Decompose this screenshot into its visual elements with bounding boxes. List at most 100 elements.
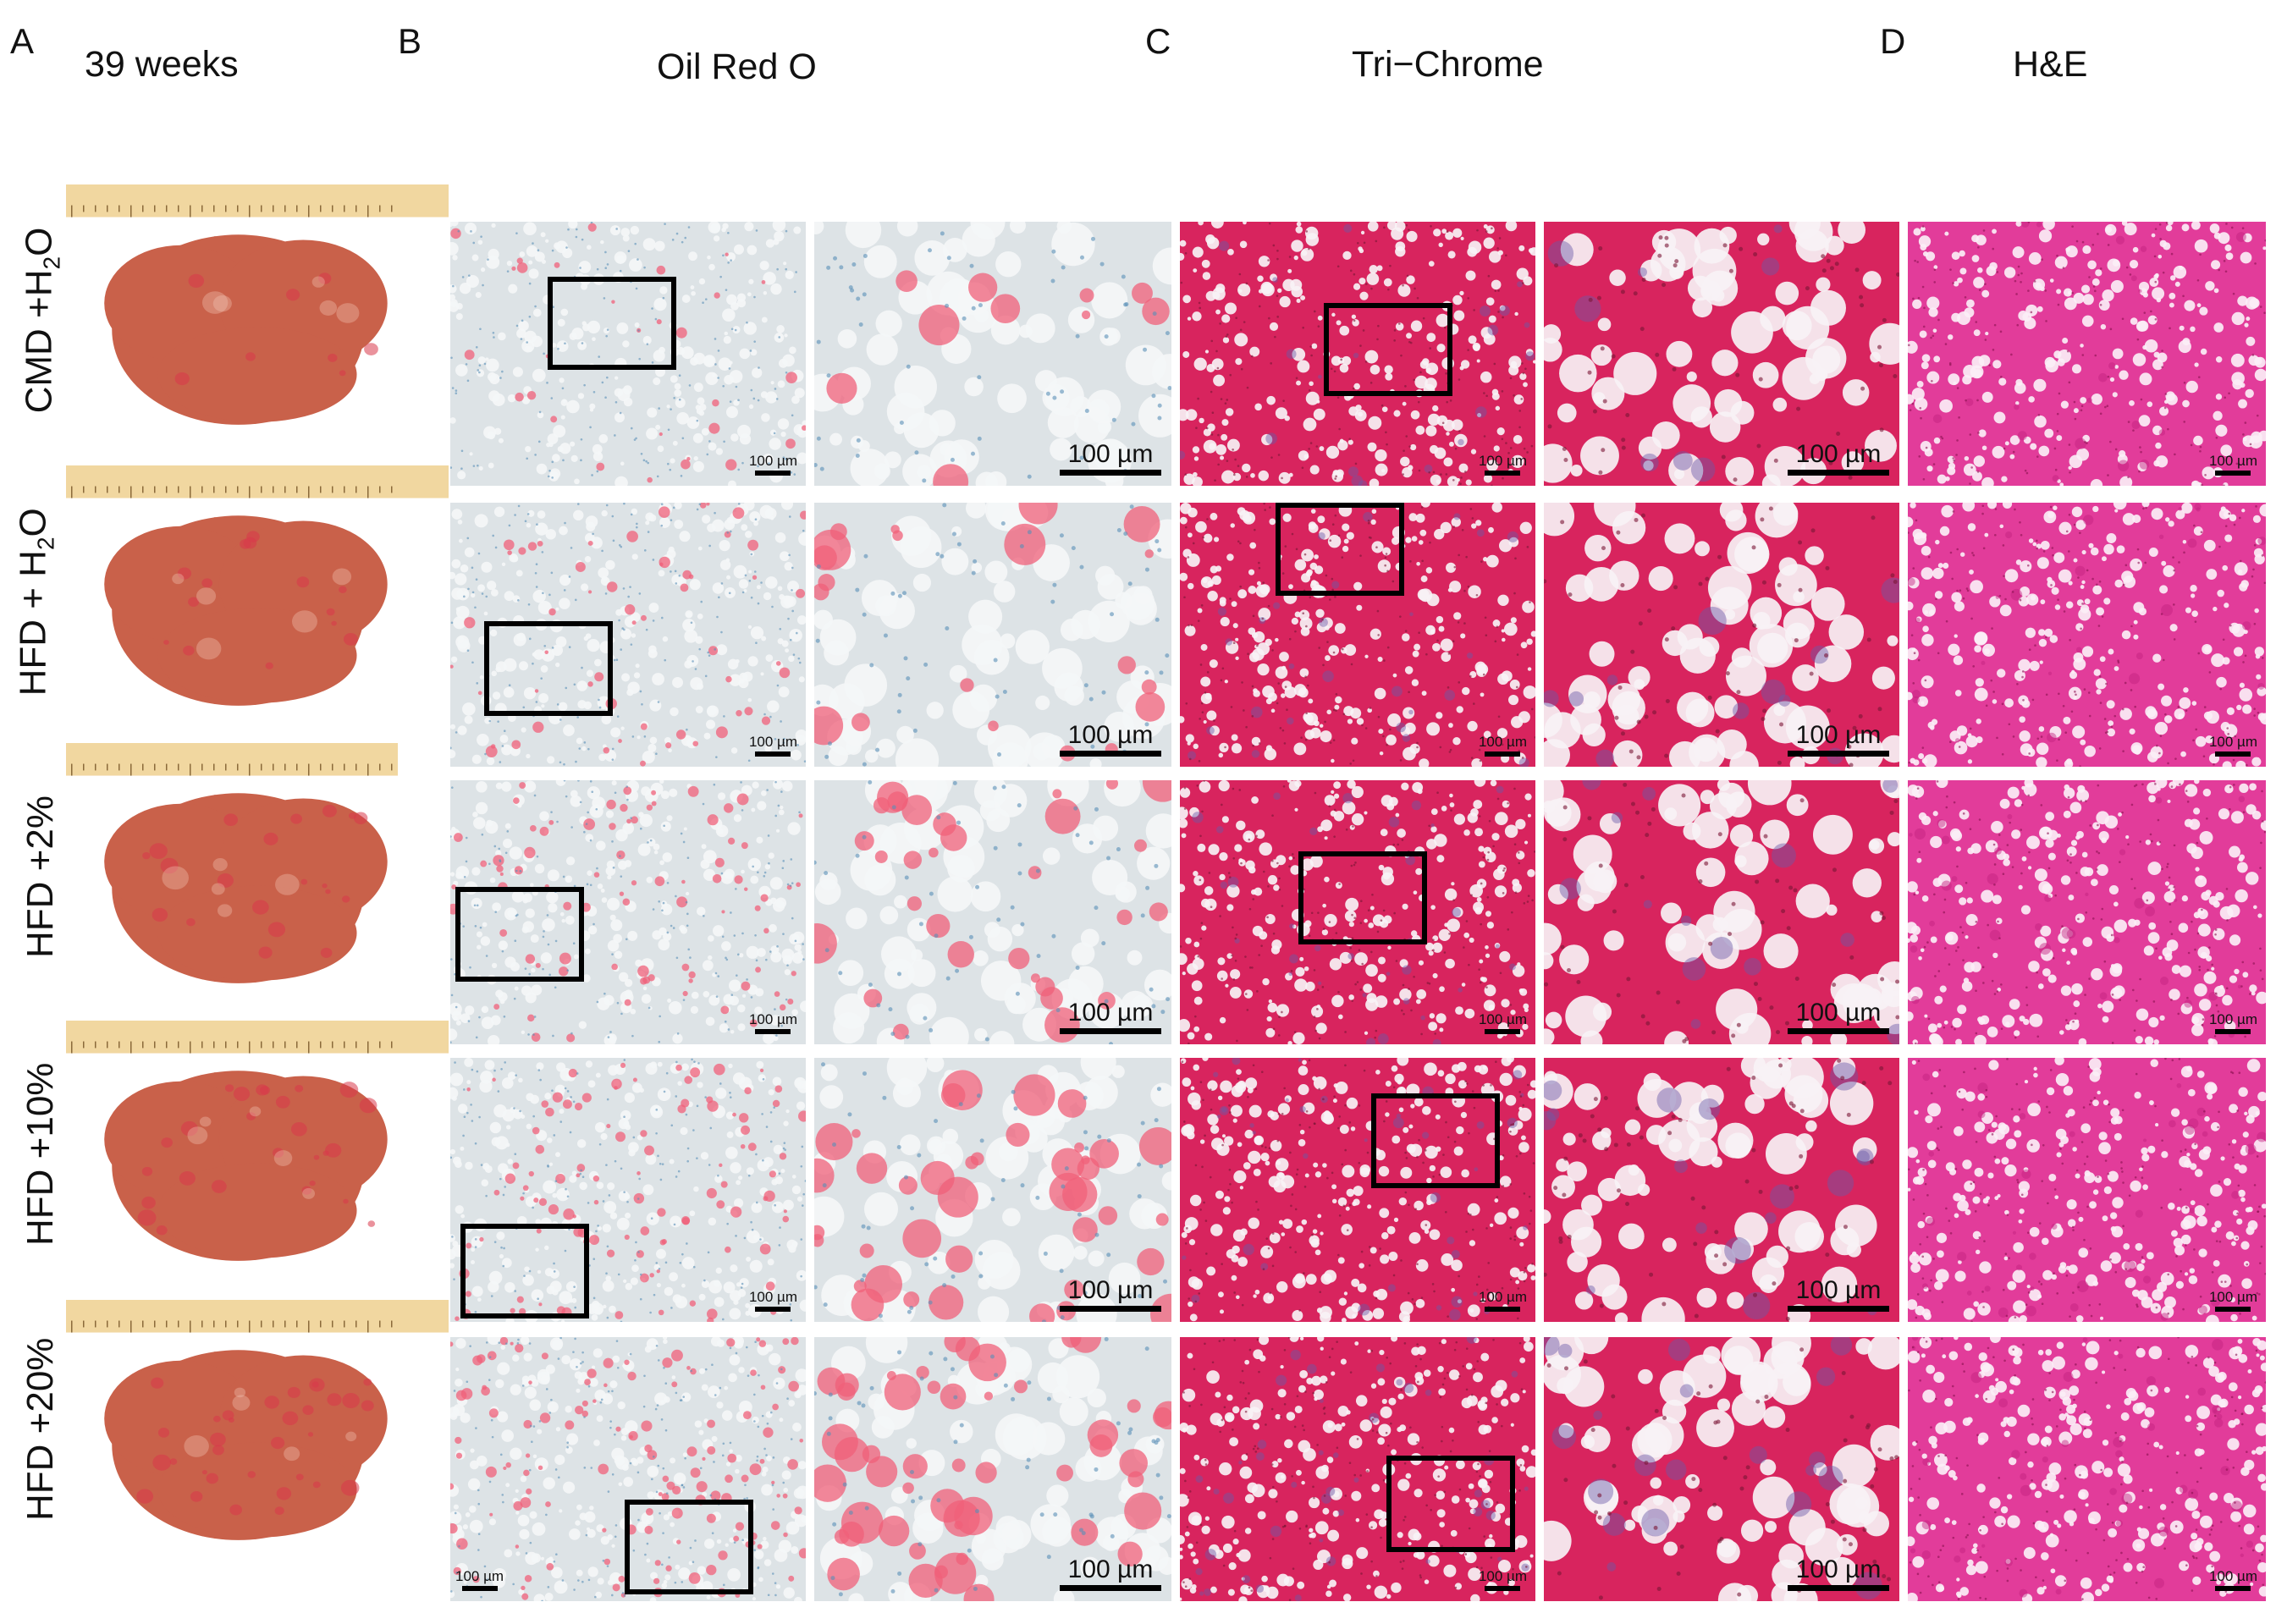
scale-bar-label: 100 µm xyxy=(2208,1568,2257,1584)
inset-region-box xyxy=(455,887,584,982)
scale-bar-label: 100 µm xyxy=(1067,440,1154,468)
scale-bar-line xyxy=(1788,1028,1889,1034)
scale-bar: 100 µm xyxy=(749,1012,797,1034)
scale-bar-line xyxy=(2215,1307,2251,1312)
scale-bar-line xyxy=(1788,751,1889,757)
scale-bar-label: 100 µm xyxy=(1478,453,1527,469)
scale-bar: 100 µm xyxy=(1060,1278,1161,1312)
panel-letter-c: C xyxy=(1145,21,1171,61)
scale-bar: 100 µm xyxy=(1788,723,1889,757)
scale-bar: 100 µm xyxy=(1060,1000,1161,1034)
panel-letter-a: A xyxy=(10,21,35,61)
scale-bar: 100 µm xyxy=(2209,1290,2257,1312)
scale-bar-label: 100 µm xyxy=(748,1289,797,1305)
inset-region-box xyxy=(484,621,613,716)
column-title-39-weeks: 39 weeks xyxy=(85,44,239,85)
scale-bar: 100 µm xyxy=(455,1569,504,1591)
scale-bar-line xyxy=(1485,1307,1521,1312)
h-and-e-stain: 100 µm xyxy=(1908,1058,2266,1322)
scale-bar-line xyxy=(755,471,791,476)
scale-bar: 100 µm xyxy=(749,1290,797,1312)
oil-red-o-low-mag: 100 µm xyxy=(450,1337,806,1601)
h-and-e-stain: 100 µm xyxy=(1908,503,2266,767)
inset-region-box xyxy=(1324,303,1452,396)
inset-region-box xyxy=(1298,851,1427,944)
inset-region-box xyxy=(1386,1456,1515,1552)
scale-bar-line xyxy=(1788,1585,1889,1591)
scale-bar-line xyxy=(2215,1029,2251,1034)
trichrome-low-mag: 100 µm xyxy=(1180,780,1535,1044)
oil-red-o-high-mag: 100 µm xyxy=(814,222,1171,486)
scale-bar-label: 100 µm xyxy=(1478,1568,1527,1584)
scale-bar: 100 µm xyxy=(1479,1012,1527,1034)
gross-liver-photo xyxy=(66,184,449,449)
scale-bar: 100 µm xyxy=(1479,735,1527,757)
scale-bar: 100 µm xyxy=(2209,1012,2257,1034)
column-title-h-and-e: H&E xyxy=(2013,44,2088,85)
row-label-hfd-h2o: HFD + H2O xyxy=(12,508,59,696)
scale-bar-label: 100 µm xyxy=(1067,1555,1154,1583)
scale-bar: 100 µm xyxy=(749,454,797,476)
scale-bar-line xyxy=(1485,471,1521,476)
scale-bar-label: 100 µm xyxy=(748,1011,797,1027)
panel-letter-d: D xyxy=(1880,21,1906,61)
scale-bar-label: 100 µm xyxy=(1067,721,1154,749)
oil-red-o-high-mag: 100 µm xyxy=(814,780,1171,1044)
scale-bar-line xyxy=(755,1307,791,1312)
scale-bar-label: 100 µm xyxy=(2208,1011,2257,1027)
scale-bar: 100 µm xyxy=(1060,723,1161,757)
scale-bar: 100 µm xyxy=(2209,1569,2257,1591)
scale-bar-label: 100 µm xyxy=(1795,1555,1882,1583)
inset-region-box xyxy=(548,277,676,370)
scale-bar-label: 100 µm xyxy=(1795,999,1882,1027)
trichrome-high-mag: 100 µm xyxy=(1544,1058,1899,1322)
scale-bar-line xyxy=(1788,1306,1889,1312)
scale-bar-line xyxy=(461,1586,498,1591)
oil-red-o-low-mag: 100 µm xyxy=(450,222,806,486)
inset-region-box xyxy=(625,1500,753,1594)
oil-red-o-high-mag: 100 µm xyxy=(814,1337,1171,1601)
scale-bar-label: 100 µm xyxy=(1478,734,1527,750)
oil-red-o-low-mag: 100 µm xyxy=(450,780,806,1044)
scale-bar-label: 100 µm xyxy=(1067,999,1154,1027)
scale-bar-label: 100 µm xyxy=(1795,440,1882,468)
scale-bar-line xyxy=(1060,470,1161,476)
scale-bar-label: 100 µm xyxy=(2208,453,2257,469)
scale-bar-line xyxy=(2215,471,2251,476)
scale-bar: 100 µm xyxy=(1788,1557,1889,1591)
scale-bar-label: 100 µm xyxy=(1795,721,1882,749)
scale-bar-line xyxy=(1060,1585,1161,1591)
scale-bar-line xyxy=(1060,1028,1161,1034)
scale-bar-line xyxy=(755,1029,791,1034)
row-label-hfd-2pct: HFD +2% xyxy=(19,795,61,958)
h-and-e-stain: 100 µm xyxy=(1908,1337,2266,1601)
inset-region-box xyxy=(1371,1093,1500,1188)
oil-red-o-high-mag: 100 µm xyxy=(814,503,1171,767)
scale-bar-label: 100 µm xyxy=(748,734,797,750)
scale-bar: 100 µm xyxy=(2209,454,2257,476)
scale-bar: 100 µm xyxy=(1060,442,1161,476)
scale-bar: 100 µm xyxy=(1479,1290,1527,1312)
gross-liver-photo xyxy=(66,465,449,729)
scale-bar-line xyxy=(1485,1029,1521,1034)
scale-bar: 100 µm xyxy=(1788,442,1889,476)
trichrome-low-mag: 100 µm xyxy=(1180,1058,1535,1322)
gross-liver-photo xyxy=(66,743,449,1007)
trichrome-high-mag: 100 µm xyxy=(1544,503,1899,767)
scale-bar-line xyxy=(755,751,791,757)
scale-bar-line xyxy=(1485,1586,1521,1591)
inset-region-box xyxy=(460,1224,589,1318)
gross-liver-photo xyxy=(66,1021,449,1285)
row-label-cmd-h2o: CMD +H2O xyxy=(18,227,65,414)
trichrome-low-mag: 100 µm xyxy=(1180,222,1535,486)
scale-bar-line xyxy=(2215,1586,2251,1591)
scale-bar: 100 µm xyxy=(1788,1000,1889,1034)
oil-red-o-low-mag: 100 µm xyxy=(450,503,806,767)
trichrome-low-mag: 100 µm xyxy=(1180,1337,1535,1601)
scale-bar-line xyxy=(2215,751,2251,757)
scale-bar-label: 100 µm xyxy=(1795,1276,1882,1304)
inset-region-box xyxy=(1276,503,1404,596)
scale-bar-label: 100 µm xyxy=(2208,734,2257,750)
trichrome-high-mag: 100 µm xyxy=(1544,1337,1899,1601)
scale-bar-label: 100 µm xyxy=(748,453,797,469)
